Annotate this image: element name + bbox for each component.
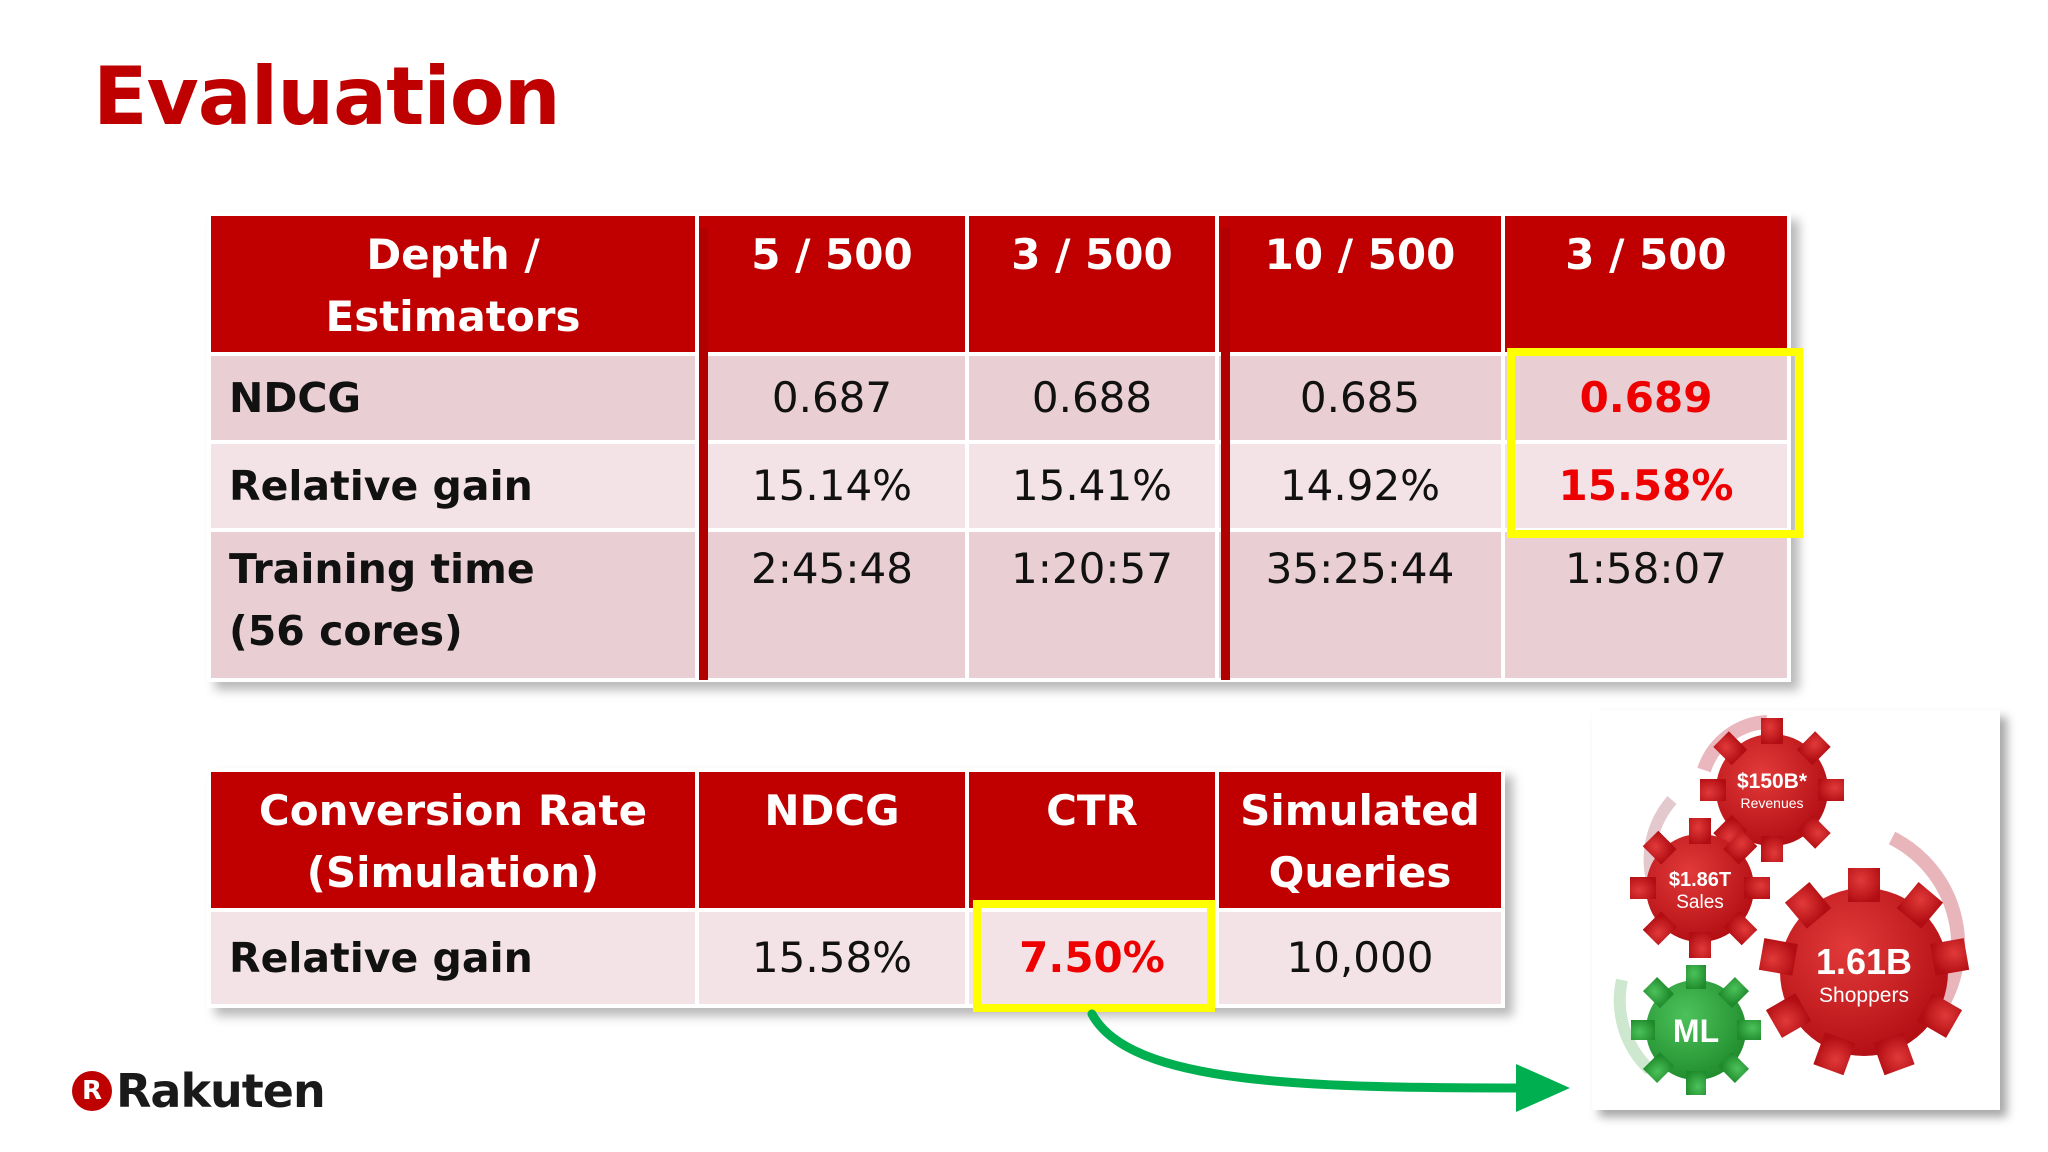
header-cell: 3 / 500: [969, 216, 1215, 352]
highlighted-cell: 15.58%: [1505, 444, 1787, 528]
column-separator: [699, 228, 708, 680]
table-header-row: Depth / Estimators 5 / 500 3 / 500 10 / …: [211, 216, 1787, 352]
logo-text: Rakuten: [116, 1064, 326, 1118]
table-row: Relative gain 15.14% 15.41% 14.92% 15.58…: [211, 444, 1787, 528]
header-cell: 10 / 500: [1219, 216, 1501, 352]
table-cell: 14.92%: [1219, 444, 1501, 528]
highlighted-cell: 7.50%: [969, 912, 1215, 1004]
highlight-box: [973, 900, 1215, 1012]
table-cell: 15.41%: [969, 444, 1215, 528]
sales-label: Sales: [1676, 892, 1724, 913]
sales-value: $1.86T: [1669, 869, 1731, 891]
header-cell: Simulated Queries: [1219, 772, 1501, 908]
table-cell: 0.688: [969, 356, 1215, 440]
table-cell: 15.58%: [699, 912, 965, 1004]
shoppers-label: Shoppers: [1819, 984, 1909, 1007]
gear-shoppers: 1.61B Shoppers: [1758, 868, 1970, 1076]
row-label: NDCG: [211, 356, 695, 440]
gear-revenues: $150B* Revenues: [1700, 718, 1844, 862]
header-cell: CTR: [969, 772, 1215, 908]
gear-sales: $1.86T Sales: [1630, 818, 1770, 958]
row-label: Relative gain: [211, 912, 695, 1004]
ml-label: ML: [1673, 1013, 1719, 1049]
table-cell: 1:58:07: [1505, 532, 1787, 678]
revenues-label: Revenues: [1740, 795, 1803, 811]
header-cell: Depth / Estimators: [211, 216, 695, 352]
header-cell: Conversion Rate (Simulation): [211, 772, 695, 908]
header-cell: 5 / 500: [699, 216, 965, 352]
conversion-table: Conversion Rate (Simulation) NDCG CTR Si…: [207, 768, 1505, 1008]
table-row: Relative gain 15.58% 7.50% 10,000: [211, 912, 1501, 1004]
table-cell: 15.14%: [699, 444, 965, 528]
logo-mark: R: [72, 1071, 112, 1111]
table-cell: 2:45:48: [699, 532, 965, 678]
shoppers-value: 1.61B: [1816, 941, 1912, 982]
table-cell: 0.687: [699, 356, 965, 440]
header-cell: 3 / 500: [1505, 216, 1787, 352]
column-separator: [1221, 228, 1230, 680]
rakuten-logo: R Rakuten: [72, 1064, 326, 1118]
gear-ml: ML: [1631, 965, 1761, 1095]
highlighted-cell: 0.689: [1505, 356, 1787, 440]
table-row: NDCG 0.687 0.688 0.685 0.689: [211, 356, 1787, 440]
table-cell: 0.685: [1219, 356, 1501, 440]
gears-icon: $150B* Revenues $1.86T Sales: [1613, 715, 1970, 1095]
slide-title: Evaluation: [93, 50, 561, 143]
arrow-right-icon: [1087, 1009, 1570, 1112]
table-header-row: Conversion Rate (Simulation) NDCG CTR Si…: [211, 772, 1501, 908]
revenues-value: $150B*: [1737, 770, 1808, 793]
metrics-gears-graphic: $150B* Revenues $1.86T Sales: [1592, 710, 2000, 1110]
table-cell: 35:25:44: [1219, 532, 1501, 678]
table-row: Training time (56 cores) 2:45:48 1:20:57…: [211, 532, 1787, 678]
row-label: Relative gain: [211, 444, 695, 528]
header-cell: NDCG: [699, 772, 965, 908]
table-cell: 1:20:57: [969, 532, 1215, 678]
row-label: Training time (56 cores): [211, 532, 695, 678]
hyperparameter-table: Depth / Estimators 5 / 500 3 / 500 10 / …: [207, 212, 1791, 682]
table-cell: 10,000: [1219, 912, 1501, 1004]
highlight-box: [1507, 348, 1803, 538]
